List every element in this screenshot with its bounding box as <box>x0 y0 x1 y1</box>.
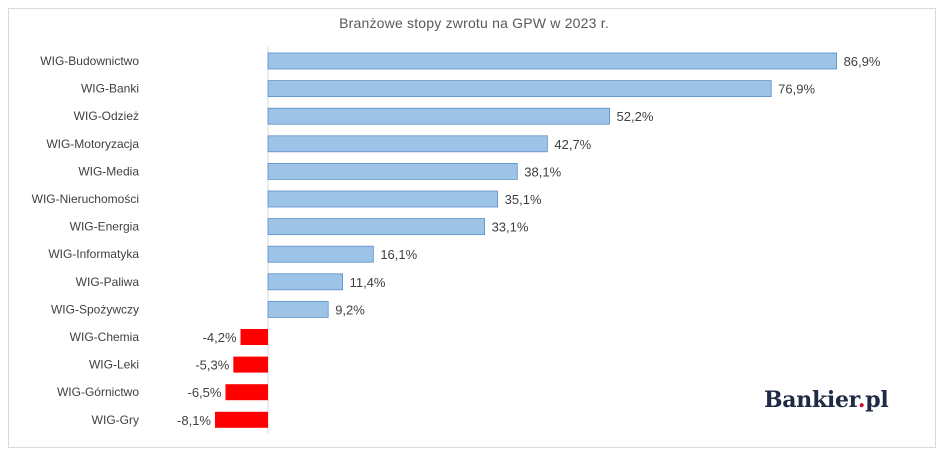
bankier-logo: Bankier.pl <box>764 387 889 413</box>
category-label: WIG-Energia <box>70 220 140 234</box>
data-label: -5,3% <box>195 358 229 373</box>
bar <box>267 135 548 153</box>
data-label: 42,7% <box>554 137 591 152</box>
data-label: -4,2% <box>203 330 237 345</box>
chart-title: Branżowe stopy zwrotu na GPW w 2023 r. <box>339 15 609 31</box>
category-label: WIG-Gry <box>92 413 139 427</box>
logo-name: Bankier <box>764 387 858 413</box>
data-label: -8,1% <box>177 413 211 428</box>
category-label: WIG-Chemia <box>70 330 140 344</box>
bar <box>267 218 485 236</box>
bar <box>225 384 268 401</box>
category-label: WIG-Leki <box>89 358 139 372</box>
bar <box>267 52 837 70</box>
logo-dot: . <box>857 387 866 413</box>
data-label: 16,1% <box>380 247 417 262</box>
data-label: 35,1% <box>505 192 542 207</box>
data-label: 11,4% <box>350 275 386 290</box>
category-label: WIG-Media <box>78 164 139 178</box>
category-label: WIG-Górnictwo <box>57 385 139 399</box>
data-label: -6,5% <box>188 385 222 400</box>
logo-tld: pl <box>865 387 889 413</box>
bar <box>215 411 268 428</box>
bar <box>267 300 329 318</box>
category-label: WIG-Paliwa <box>76 275 140 289</box>
bar <box>267 273 343 291</box>
category-label: WIG-Budownictwo <box>40 54 139 68</box>
category-label: WIG-Banki <box>81 82 139 96</box>
category-label: WIG-Odzież <box>74 109 139 123</box>
bar <box>240 329 268 345</box>
category-label: WIG-Motoryzacja <box>46 137 139 151</box>
data-label: 52,2% <box>617 109 654 124</box>
category-label: WIG-Informatyka <box>48 247 139 261</box>
bar <box>233 356 268 373</box>
category-label: WIG-Nieruchomości <box>32 192 139 206</box>
bar <box>267 80 772 97</box>
data-label: 86,9% <box>844 54 881 69</box>
category-label: WIG-Spożywczy <box>51 302 139 316</box>
bar <box>267 162 518 180</box>
data-label: 33,1% <box>492 220 529 235</box>
data-label: 38,1% <box>524 164 561 179</box>
data-label: 76,9% <box>778 82 815 97</box>
data-label: 9,2% <box>335 302 365 317</box>
bar <box>267 107 610 125</box>
bar <box>267 245 374 263</box>
bar <box>267 190 499 208</box>
